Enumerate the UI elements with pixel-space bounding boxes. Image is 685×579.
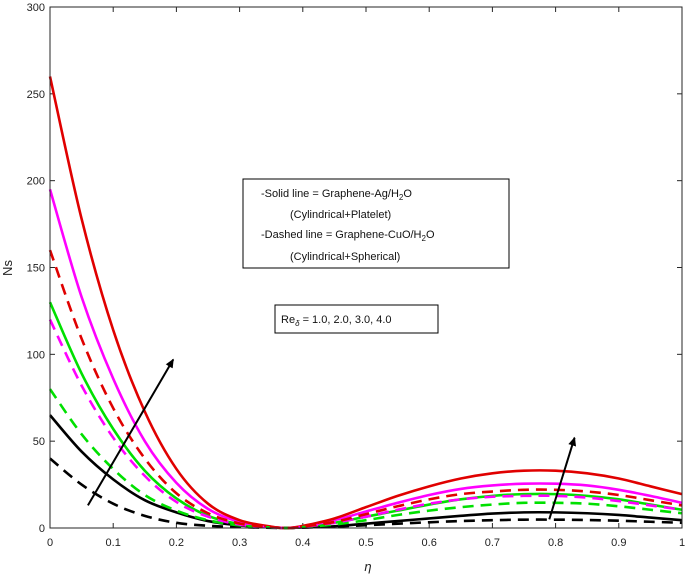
param-box-text: Reδ = 1.0, 2.0, 3.0, 4.0	[281, 314, 392, 328]
series-line-dashed-1	[49, 457, 683, 530]
series-line-solid-1	[49, 414, 683, 530]
x-axis-label: η	[364, 559, 371, 574]
x-tick-label: 0.7	[485, 537, 500, 549]
legend-line-dashed-detail: (Cylindrical+Spherical)	[290, 251, 400, 263]
ticks-layer: 0 0.1 0.2 0.3 0.4 0.5 0.6 0.7 0.8 0.9 1 0 50 100 150 20…	[27, 2, 685, 549]
x-tick-label: 0.2	[169, 537, 184, 549]
y-tick-label: 100	[27, 349, 45, 361]
param-box-frame	[274, 304, 439, 334]
y-tick-label: 200	[27, 176, 45, 188]
series-line-dashed-2	[48, 388, 683, 530]
legend-box: -Solid line = Graphene-Ag/H2O (Cylindric…	[242, 178, 510, 269]
x-tick-label: 0.5	[358, 537, 373, 549]
series-line-dashed-4	[48, 249, 683, 530]
y-tick-label: 300	[27, 2, 45, 14]
x-tick-label: 0.4	[295, 537, 310, 549]
trend-arrow-2	[548, 436, 577, 520]
arrows-layer	[87, 358, 577, 520]
legend-line-dashed: -Dashed line = Graphene-CuO/H2O	[261, 229, 435, 243]
x-tick-label: 0.8	[548, 537, 563, 549]
x-tick-label: 0.9	[611, 537, 626, 549]
y-tick-label: 50	[33, 436, 45, 448]
legend-line-solid-detail: (Cylindrical+Platelet)	[290, 209, 391, 221]
legend-line-solid: -Solid line = Graphene-Ag/H2O	[261, 188, 412, 202]
trend-arrow-1	[87, 358, 175, 506]
x-tick-label: 0.6	[422, 537, 437, 549]
plot-frame	[49, 6, 683, 529]
legend-box-frame	[242, 178, 510, 269]
y-tick-label: 0	[39, 523, 45, 535]
x-tick-label: 0.1	[106, 537, 121, 549]
y-tick-label: 150	[27, 263, 45, 275]
x-tick-label: 0	[47, 537, 53, 549]
x-tick-label: 1	[679, 537, 685, 549]
y-tick-label: 250	[27, 89, 45, 101]
series-line-dashed-3	[48, 319, 683, 530]
param-box: Reδ = 1.0, 2.0, 3.0, 4.0	[274, 304, 439, 334]
x-tick-label: 0.3	[232, 537, 247, 549]
y-axis-label: Ns	[0, 260, 15, 276]
series-line-solid-3	[48, 188, 683, 530]
